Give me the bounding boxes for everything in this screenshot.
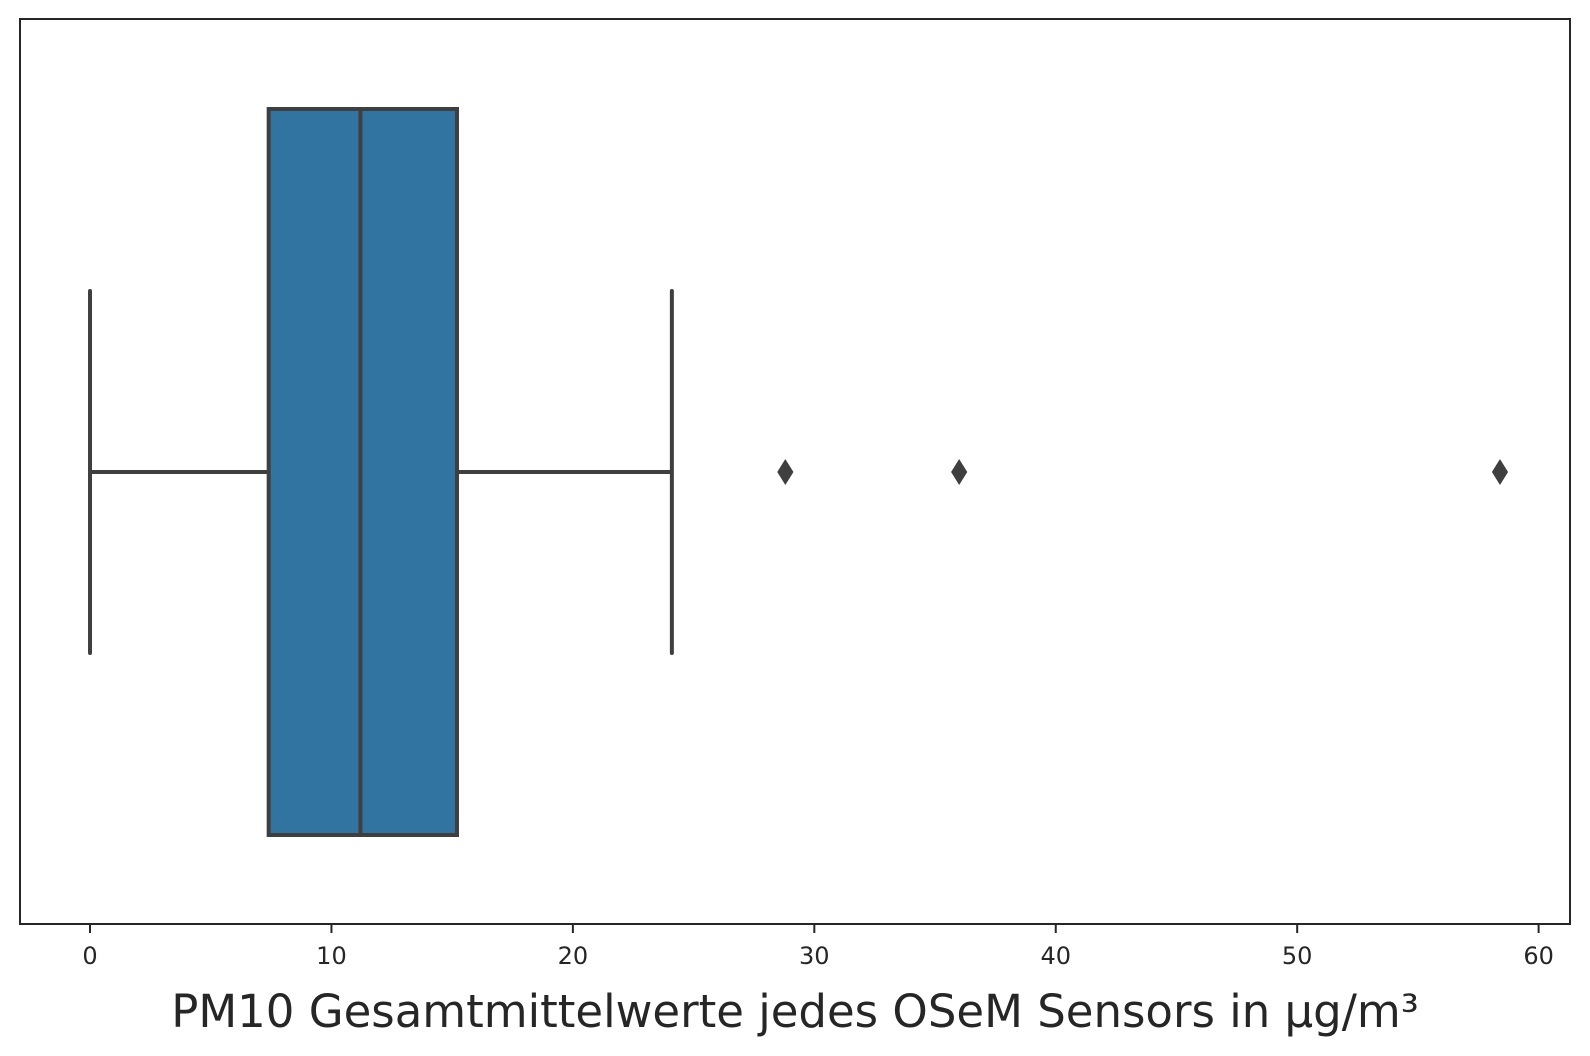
outlier-point (1491, 459, 1509, 485)
x-tick-label: 50 (1282, 942, 1313, 970)
x-tick-label: 40 (1040, 942, 1071, 970)
outlier-point (777, 459, 794, 485)
x-tick-label: 0 (82, 942, 97, 970)
x-tick-label: 20 (558, 942, 589, 970)
x-tick-label: 30 (799, 942, 830, 970)
x-tick-label: 60 (1523, 942, 1554, 970)
interquartile-box (266, 107, 459, 837)
x-axis-label: PM10 Gesamtmittelwerte jedes OSeM Sensor… (171, 985, 1419, 1038)
box-marks (88, 107, 1509, 837)
x-tick-label: 10 (316, 942, 347, 970)
outlier-point (951, 459, 968, 485)
x-axis-ticks: 0 10 20 30 40 50 60 (82, 924, 1554, 970)
